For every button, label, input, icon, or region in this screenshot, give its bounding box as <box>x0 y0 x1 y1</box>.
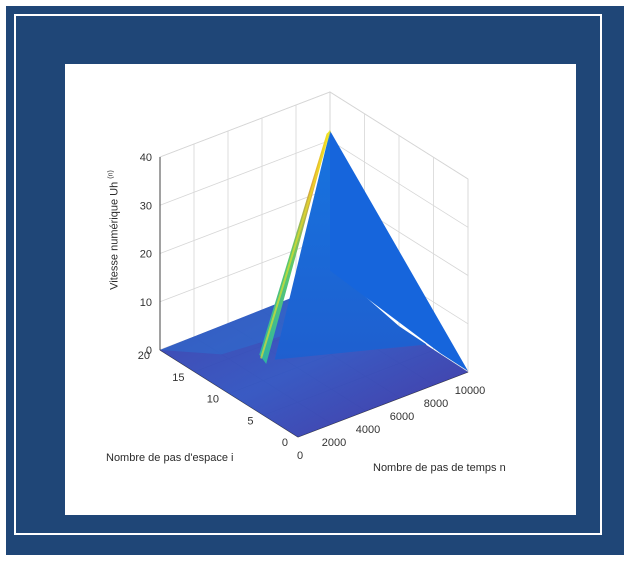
n-tick-label: 8000 <box>424 398 448 410</box>
z-tick-label: 0 <box>146 345 152 357</box>
z-tick-label: 30 <box>140 200 152 212</box>
z-tick-label: 10 <box>140 297 152 309</box>
surface-blade-side <box>330 130 468 371</box>
n-tick-label: 6000 <box>390 411 414 423</box>
surface-group <box>160 130 468 437</box>
z-tick-label: 40 <box>140 152 152 164</box>
surface-blade-face <box>274 130 427 360</box>
i-tick-label: 15 <box>172 372 184 384</box>
i-tick-label: 20 <box>138 350 150 362</box>
z-gridline <box>159 91 469 180</box>
n-tick-label: 10000 <box>455 385 486 397</box>
n-tick-label: 4000 <box>356 424 380 436</box>
i-tick-label: 0 <box>282 437 288 449</box>
i-tick-label: 5 <box>247 415 253 427</box>
n-tick-label: 0 <box>297 450 303 462</box>
i-axis-label: Nombre de pas d'espace i <box>106 452 234 464</box>
i-tick-label: 10 <box>207 394 219 406</box>
n-tick-label: 2000 <box>322 437 346 449</box>
n-axis-label: Nombre de pas de temps n <box>373 462 506 474</box>
z-tick-label: 20 <box>140 249 152 261</box>
surface-ridge-highlight <box>260 130 331 359</box>
